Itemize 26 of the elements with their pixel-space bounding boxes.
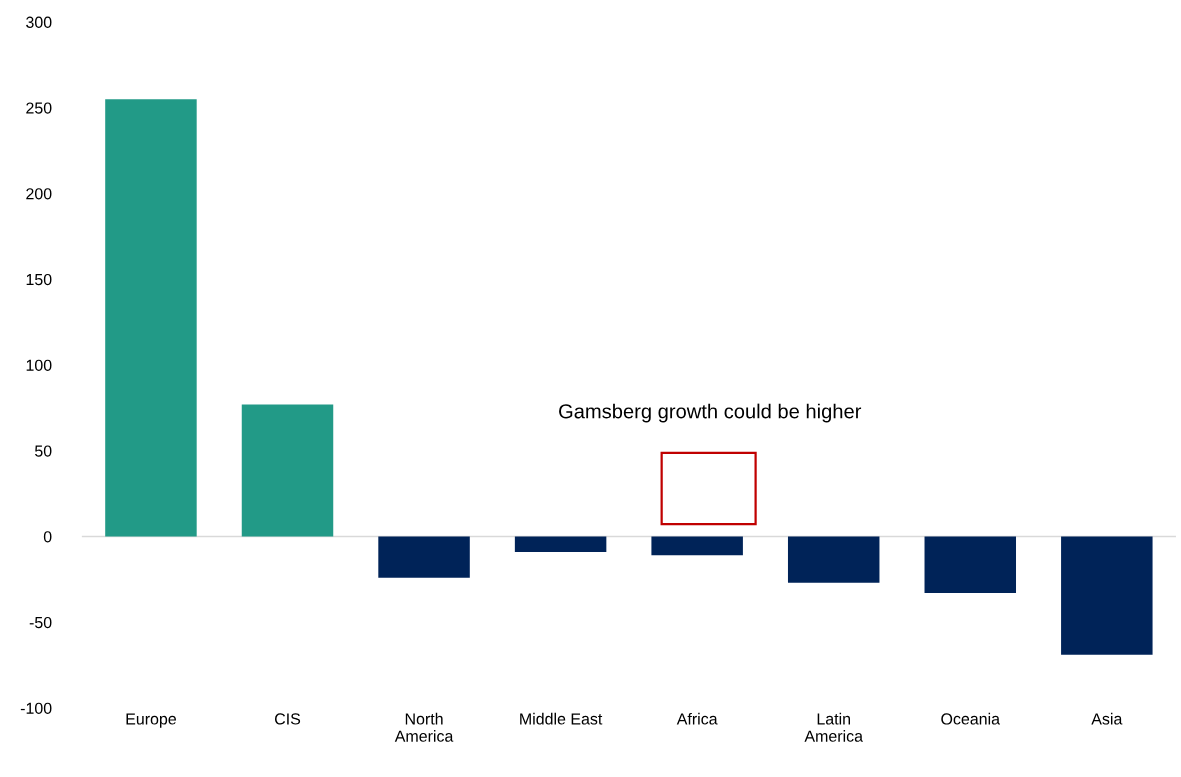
x-tick-label: Europe	[126, 713, 176, 728]
x-tick-label: Latin America	[804, 712, 863, 742]
x-tick-label: Middle East	[520, 712, 603, 725]
bar	[924, 536, 1017, 594]
bar	[514, 536, 607, 552]
x-tick-label: Oceania	[941, 712, 1001, 725]
y-tick-label: 300	[26, 16, 52, 28]
bar	[241, 404, 334, 537]
y-tick-label: 250	[26, 102, 52, 114]
x-tick-label: North America	[394, 712, 454, 742]
x-tick-label: Africa	[676, 712, 718, 725]
bar	[378, 536, 470, 578]
x-tick-label: Asia	[1091, 712, 1123, 725]
x-tick-label: CIS	[275, 713, 301, 725]
bar	[651, 536, 743, 556]
bar	[105, 99, 197, 537]
y-tick-label: 0	[43, 531, 52, 543]
bar	[787, 536, 880, 583]
bar	[1061, 536, 1153, 655]
y-tick-label: 100	[26, 359, 52, 371]
y-tick-label: 150	[26, 273, 52, 286]
y-tick-label: 50	[34, 445, 52, 457]
y-tick-label: -100	[20, 702, 52, 714]
y-tick-label: 200	[26, 188, 52, 200]
annotation: Gamsberg growth could be higher	[559, 403, 862, 423]
y-tick-label: -50	[29, 616, 52, 629]
